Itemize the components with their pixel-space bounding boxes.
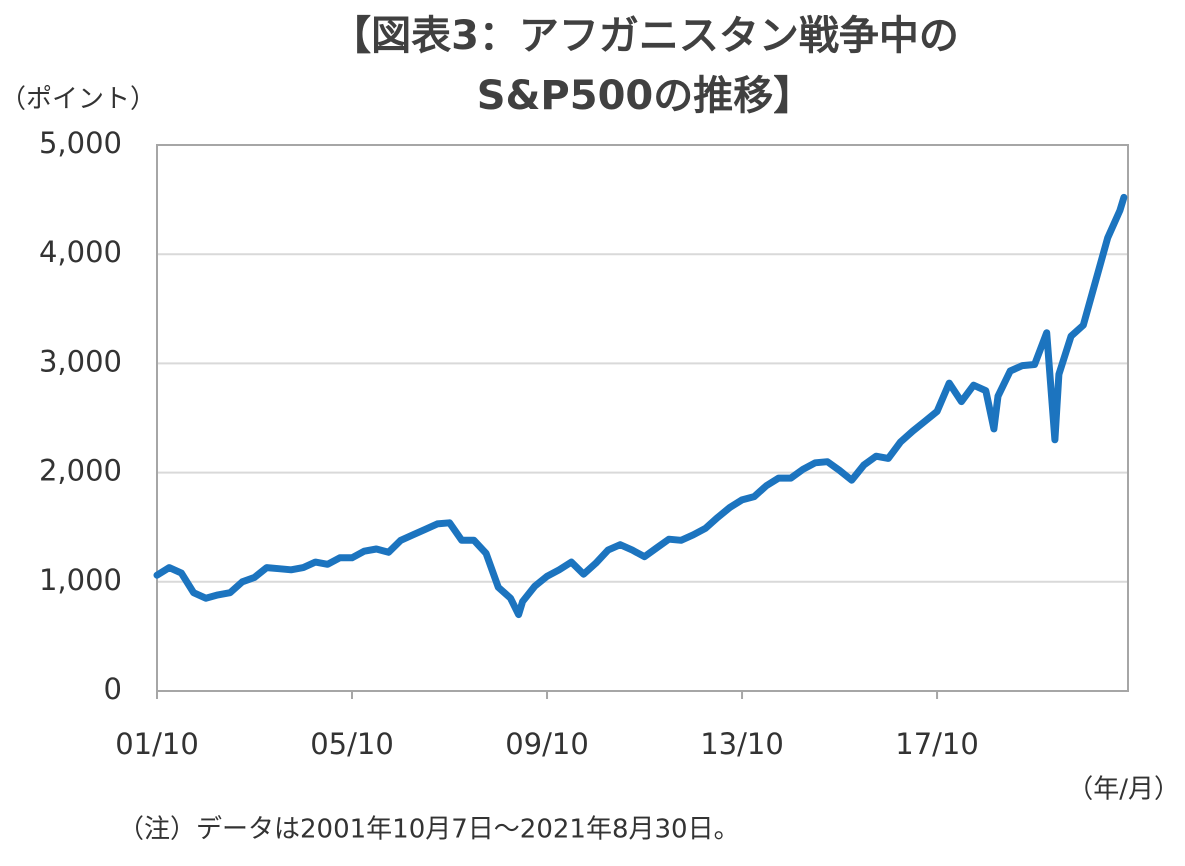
- data-line: [153, 193, 1128, 619]
- plot-frame: [156, 144, 1129, 692]
- x-tick-label: 09/10: [505, 727, 589, 761]
- y-tick-label: 2,000: [39, 454, 122, 488]
- x-tick-label: 01/10: [115, 727, 199, 761]
- chart-title: 【図表3：アフガニスタン戦争中の: [331, 13, 959, 59]
- chart-title: S&P500の推移】: [477, 73, 814, 119]
- x-tick-label: 17/10: [895, 727, 979, 761]
- x-axis-label: （年/月）: [1067, 775, 1180, 805]
- y-tick-label: 1,000: [39, 563, 122, 597]
- note: （注）データは2001年10月7日～2021年8月30日。: [118, 815, 740, 845]
- y-tick-label: 4,000: [39, 235, 122, 269]
- y-tick-label: 0: [104, 672, 122, 706]
- y-tick-label: 3,000: [39, 344, 122, 378]
- y-axis-label: （ポイント）: [0, 85, 156, 115]
- x-tick-label: 13/10: [700, 727, 784, 761]
- y-tick-label: 5,000: [39, 126, 122, 160]
- x-tick-label: 05/10: [310, 727, 394, 761]
